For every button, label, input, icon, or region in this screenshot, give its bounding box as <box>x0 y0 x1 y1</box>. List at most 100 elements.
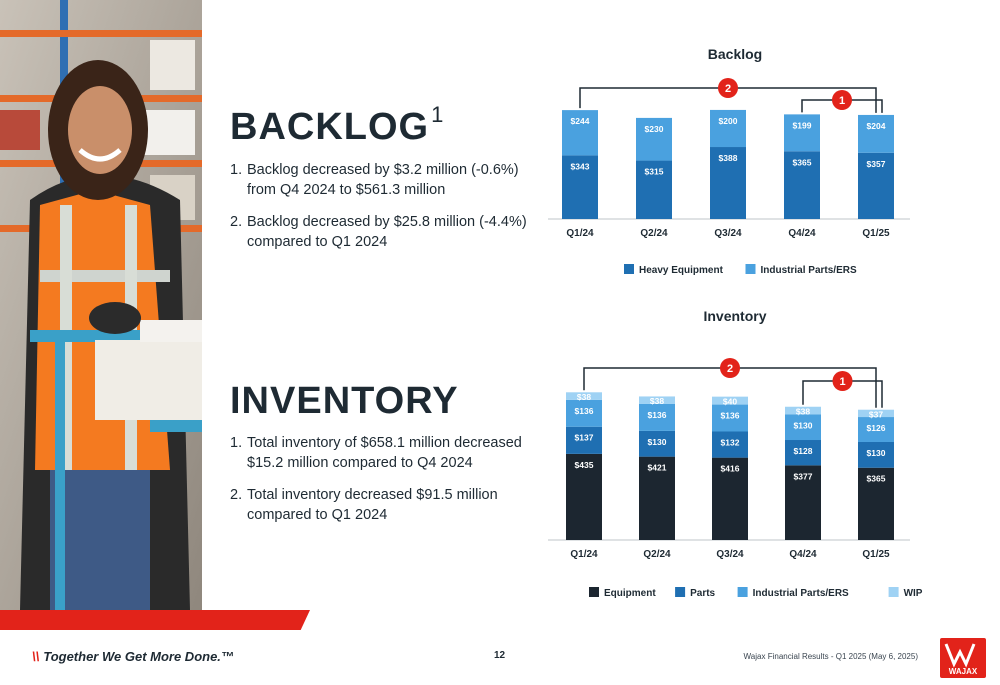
data-label: $126 <box>867 423 886 433</box>
data-label: $128 <box>794 446 813 456</box>
bar-segment <box>636 160 672 219</box>
data-label: $38 <box>577 392 591 402</box>
legend-label: Industrial Parts/ERS <box>753 588 849 599</box>
legend-label: WIP <box>904 588 923 599</box>
callout-marker <box>720 358 740 378</box>
bar-segment <box>566 453 602 540</box>
footer <box>0 630 1000 685</box>
data-label: $421 <box>648 463 667 473</box>
inventory-chart-title: Inventory <box>703 308 767 324</box>
data-label: $388 <box>719 153 738 163</box>
bar-segment <box>639 403 675 431</box>
legend-swatch <box>888 587 899 597</box>
tick-label: Q4/24 <box>788 228 816 239</box>
callout-label: 1 <box>839 95 845 107</box>
bar-segment <box>858 467 894 540</box>
worker-photo <box>0 0 202 612</box>
data-label: $343 <box>571 161 590 171</box>
legend-swatch <box>745 264 756 274</box>
bar-segment <box>566 392 602 400</box>
bar-segment <box>785 440 821 466</box>
tick-label: Q2/24 <box>643 549 671 560</box>
bar-segment <box>710 109 746 148</box>
data-label: $130 <box>867 448 886 458</box>
bar-segment <box>712 404 748 432</box>
data-label: $315 <box>645 167 664 177</box>
bar-segment <box>858 441 894 468</box>
callout-label: 2 <box>727 363 733 375</box>
data-label: $230 <box>645 124 664 134</box>
callout-label: 2 <box>725 83 731 95</box>
slogan: \\ Together We Get More Done.™ <box>32 649 234 664</box>
bar-segment <box>639 456 675 540</box>
list-item: 1. Backlog decreased by $3.2 million (-0.… <box>230 162 519 198</box>
list-item: 1. Total inventory of $658.1 million decr… <box>230 435 522 471</box>
tick-label: Q1/25 <box>862 228 890 239</box>
bar-segment <box>858 417 894 442</box>
bar-segment <box>562 110 598 156</box>
legend-label: Industrial Parts/ERS <box>761 265 857 276</box>
backlog-points: 1. Backlog decreased by $3.2 million (-0.… <box>230 160 530 264</box>
callout-marker <box>718 78 738 98</box>
data-label: $199 <box>793 120 812 130</box>
tick-label: Q3/24 <box>716 549 744 560</box>
bar-segment <box>785 414 821 441</box>
wajax-logo: WAJAX <box>940 638 986 678</box>
data-label: $244 <box>571 116 590 126</box>
tick-label: Q1/24 <box>566 228 594 239</box>
bar-segment <box>710 147 746 219</box>
inventory-chart: $435 $137 $136 $38 Q1/24 $421 $130 $136 $38 Q2/24… <box>548 358 923 599</box>
data-label: $365 <box>793 157 812 167</box>
data-label: $377 <box>794 471 813 481</box>
legend-label: Parts <box>690 588 715 599</box>
bar-segment <box>712 457 748 540</box>
bar-segment <box>639 396 675 404</box>
data-label: $204 <box>867 121 886 131</box>
footnote-marker: 1 <box>431 102 445 127</box>
tick-label: Q1/25 <box>862 549 890 560</box>
tick-label: Q1/24 <box>570 549 598 560</box>
data-label: $38 <box>650 396 664 406</box>
data-label: $136 <box>721 411 740 421</box>
data-label: $137 <box>575 433 594 443</box>
legend-label: Heavy Equipment <box>639 265 724 276</box>
inventory-points: 1. Total inventory of $658.1 million decr… <box>230 433 530 537</box>
bar-segment <box>785 465 821 540</box>
bar-segment <box>566 399 602 427</box>
legend-label: Equipment <box>604 588 656 599</box>
data-label: $136 <box>648 410 667 420</box>
data-label: $130 <box>648 437 667 447</box>
legend-swatch <box>624 264 634 274</box>
tick-label: Q2/24 <box>640 228 668 239</box>
bar-segment <box>712 431 748 458</box>
data-label: $132 <box>721 437 740 447</box>
data-label: $37 <box>869 409 883 419</box>
backlog-heading: BACKLOG1 <box>230 102 445 148</box>
callout-marker <box>832 371 853 391</box>
legend-swatch <box>675 587 686 597</box>
data-label: $136 <box>575 406 594 416</box>
source-note: Wajax Financial Results - Q1 2025 (May 6… <box>743 652 918 661</box>
backlog-chart-title: Backlog <box>707 46 763 62</box>
warehouse-worker-illustration <box>0 0 202 612</box>
bar-segment <box>784 114 820 152</box>
bar-segment <box>784 151 820 219</box>
inventory-heading: INVENTORY <box>230 380 459 422</box>
bar-segment <box>566 426 602 454</box>
data-label: $38 <box>796 407 810 417</box>
bar-segment <box>639 430 675 457</box>
data-label: $130 <box>794 420 813 430</box>
bar-segment <box>785 406 821 415</box>
list-item: 2. Total inventory decreased $91.5 millio… <box>230 487 498 523</box>
red-accent-bar <box>0 610 310 630</box>
legend-swatch <box>589 587 599 597</box>
bar-segment <box>562 155 598 219</box>
data-label: $357 <box>867 159 886 169</box>
list-item: 2. Backlog decreased by $25.8 million (-4… <box>230 214 527 250</box>
tick-label: Q3/24 <box>714 228 742 239</box>
bar-segment <box>712 396 748 405</box>
callout-marker <box>832 90 852 110</box>
bar-segment <box>858 114 894 153</box>
callout-label: 1 <box>839 376 845 388</box>
legend-swatch <box>737 587 748 597</box>
